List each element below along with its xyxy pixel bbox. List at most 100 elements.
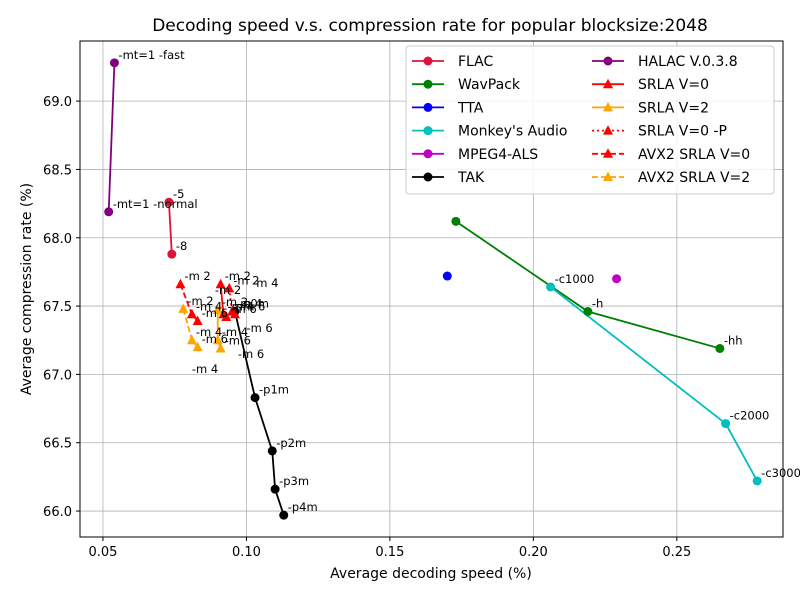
halac-v-0-3-8-point <box>104 207 114 217</box>
x-tick-label: 0.15 <box>375 545 404 560</box>
monkey-s-audio-point <box>546 282 556 292</box>
legend-label: SRLA V=0 <box>638 77 709 93</box>
srla-v-2-point <box>212 334 223 345</box>
point-label: -5 <box>173 187 184 201</box>
x-tick-label: 0.10 <box>232 545 261 560</box>
legend-marker <box>423 102 433 112</box>
point-label: -p3m <box>279 474 309 488</box>
legend-label: MPEG4-ALS <box>458 147 538 163</box>
srla-v-2-point <box>212 304 223 315</box>
point-label: -8 <box>176 239 187 253</box>
tak-point <box>279 510 289 520</box>
legend-marker <box>603 101 613 112</box>
srla-v-0-point <box>215 278 226 289</box>
point-label: -m 6 <box>246 321 272 335</box>
halac-v-0-3-8-point <box>109 58 119 68</box>
point-label: -m 4 <box>236 297 262 311</box>
srla-v-0-p-point <box>224 282 235 293</box>
avx2-srla-v-0-point <box>175 278 186 289</box>
legend-marker <box>603 148 613 158</box>
point-label: -m 6 <box>225 333 251 347</box>
halac-v-0-3-8-line <box>107 62 116 212</box>
srla-v-0-point <box>221 311 232 322</box>
series-markers <box>104 58 762 520</box>
plot-frame <box>79 40 784 538</box>
legend-label: AVX2 SRLA V=0 <box>638 147 750 163</box>
flac-line <box>168 202 173 255</box>
point-label: -m 4 <box>196 325 222 339</box>
monkey-s-audio-line <box>550 286 758 482</box>
point-label: -m 4 <box>192 362 218 376</box>
point-label: -m 2 <box>222 295 248 309</box>
point-annotations: -5 -8 -h -hh -c1000 -c2000 -c3000 -p0m -p1m -p2m -… <box>113 48 800 514</box>
y-tick-label: 66.5 <box>43 437 72 452</box>
legend-marker <box>603 125 613 135</box>
point-label: -m 2 <box>225 269 251 283</box>
point-label: -c2000 <box>730 409 770 423</box>
chart-title: Decoding speed v.s. compression rate for… <box>152 16 708 36</box>
y-tick-label: 69.0 <box>43 95 72 110</box>
flac-point <box>164 197 174 207</box>
legend-box <box>405 45 775 195</box>
tak-point <box>267 446 277 456</box>
y-tick-label: 68.0 <box>43 232 72 247</box>
point-label: -m 2 <box>187 294 213 308</box>
point-label: -m 2 <box>215 283 241 297</box>
flac-point <box>167 249 177 259</box>
legend-marker <box>423 56 433 66</box>
point-label: -p1m <box>259 383 289 397</box>
legend-label: TAK <box>457 170 485 186</box>
wavpack-point <box>583 307 593 317</box>
x-axis-ticks: 0.05 0.10 0.15 0.20 0.25 <box>88 537 691 560</box>
legend: FLAC WavPack TTA Monkey's Audio MPEG4-ALS TAK… <box>405 45 775 195</box>
legend-label: TTA <box>457 100 484 116</box>
point-label: -c3000 <box>761 466 800 480</box>
legend-label: HALAC V.0.3.8 <box>638 54 738 70</box>
monkey-s-audio-point <box>752 476 762 486</box>
y-axis-label: Average compression rate (%) <box>19 183 35 395</box>
monkey-s-audio-point <box>721 419 731 429</box>
legend-label: Monkey's Audio <box>458 124 567 140</box>
legend-marker <box>423 149 433 159</box>
point-label: -m 6 <box>202 306 228 320</box>
point-label: -m 2 <box>184 269 210 283</box>
point-label: -hh <box>724 333 743 347</box>
srla-v-0-p-point <box>229 308 240 319</box>
legend-marker <box>423 126 433 136</box>
grid-lines <box>80 41 783 537</box>
y-tick-label: 67.0 <box>43 368 72 383</box>
point-label: -h <box>592 297 603 311</box>
avx2-srla-v-0-point <box>192 315 203 326</box>
point-label: -m 6 <box>238 347 264 361</box>
x-tick-label: 0.20 <box>519 545 548 560</box>
y-tick-label: 67.5 <box>43 300 72 315</box>
legend-marker <box>423 79 433 89</box>
point-label: -mt=1 -normal <box>113 197 198 211</box>
legend-label: SRLA V=2 <box>638 100 709 116</box>
point-label: -m 6 <box>230 302 256 316</box>
legend-marker <box>603 56 613 66</box>
legend-label: SRLA V=0 -P <box>638 124 727 140</box>
legend-label: WavPack <box>458 77 521 93</box>
wavpack-point <box>451 216 461 226</box>
avx2-srla-v-0-point <box>186 308 197 319</box>
x-tick-label: 0.25 <box>662 545 691 560</box>
point-label: -m 4 <box>222 325 248 339</box>
point-label: -p4m <box>288 500 318 514</box>
mpeg4-als-point <box>612 274 622 284</box>
avx2-srla-v-2-point <box>192 341 203 352</box>
x-axis-label: Average decoding speed (%) <box>330 566 532 582</box>
y-tick-label: 68.5 <box>43 163 72 178</box>
legend-label: AVX2 SRLA V=2 <box>638 170 750 186</box>
point-label: -m 2 <box>233 273 259 287</box>
legend-label: FLAC <box>458 54 494 70</box>
point-label: -p0m <box>239 297 269 311</box>
legend-marker <box>423 172 433 182</box>
avx2-srla-v-2-point <box>186 334 197 345</box>
point-label: -m 4 <box>252 276 278 290</box>
tta-point <box>442 271 452 281</box>
point-label: -m 6 <box>202 332 228 346</box>
point-label: -m 4 <box>196 299 222 313</box>
legend-marker <box>603 78 613 89</box>
